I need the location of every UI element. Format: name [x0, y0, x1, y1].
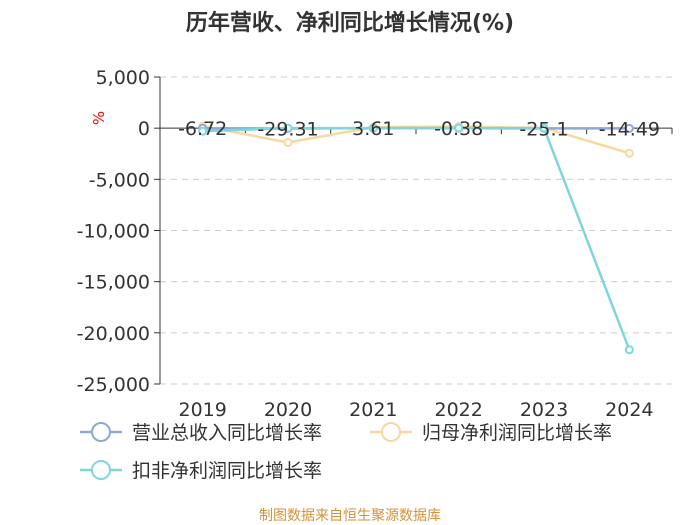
y-tick-label: 0: [138, 118, 150, 140]
x-tick-label: 2019: [178, 399, 226, 421]
legend-marker: [381, 422, 401, 442]
data-label: -25.1: [519, 118, 568, 140]
data-label: 3.61: [352, 118, 394, 140]
data-label: -0.38: [434, 118, 483, 140]
grid-lines: [160, 76, 672, 385]
y-axis-unit: %: [90, 111, 108, 125]
y-tick-label: 5,000: [96, 67, 150, 89]
y-tick-label: -20,000: [77, 323, 150, 345]
legend-label: 归母净利润同比增长率: [422, 422, 612, 444]
x-tick-label: 2023: [520, 399, 568, 421]
data-point: [454, 123, 464, 133]
legend-marker: [91, 422, 111, 442]
source-note: 制图数据来自恒生聚源数据库: [259, 508, 441, 524]
y-tick-label: -15,000: [77, 272, 150, 294]
data-point: [539, 123, 549, 133]
legend-marker: [91, 460, 111, 480]
data-label: -14.49: [599, 118, 660, 140]
series-line: [202, 124, 630, 155]
data-point: [283, 123, 293, 133]
data-point: [624, 148, 634, 158]
data-labels: -6.72 -29.31 3.61 -0.38 -25.1 -14.49: [178, 118, 660, 140]
x-tick-label: 2024: [605, 399, 653, 421]
y-axis: 5,000 0 -5,000 -10,000 -15,000 -20,000 -25,000: [77, 67, 161, 396]
y-tick-label: -10,000: [77, 221, 150, 243]
legend-label: 扣非净利润同比增长率: [132, 460, 322, 482]
data-label: -29.31: [257, 118, 318, 140]
data-point: [283, 137, 293, 147]
data-point: [198, 126, 208, 136]
data-label: -6.72: [178, 118, 227, 140]
series-lines: [198, 121, 634, 355]
data-point: [624, 123, 634, 133]
data-point: [368, 123, 378, 133]
legend-label: 营业总收入同比增长率: [132, 422, 322, 444]
series-line: [202, 126, 631, 351]
x-tick-label: 2021: [349, 399, 397, 421]
x-axis: 2019 2020 2021 2022 2023 2024: [159, 127, 673, 421]
data-point: [624, 345, 634, 355]
y-tick-label: -25,000: [77, 374, 150, 396]
chart-title: 历年营收、净利同比增长情况(%): [186, 10, 514, 36]
x-tick-label: 2022: [434, 399, 482, 421]
y-tick-label: -5,000: [89, 169, 150, 191]
x-tick-label: 2020: [264, 399, 312, 421]
